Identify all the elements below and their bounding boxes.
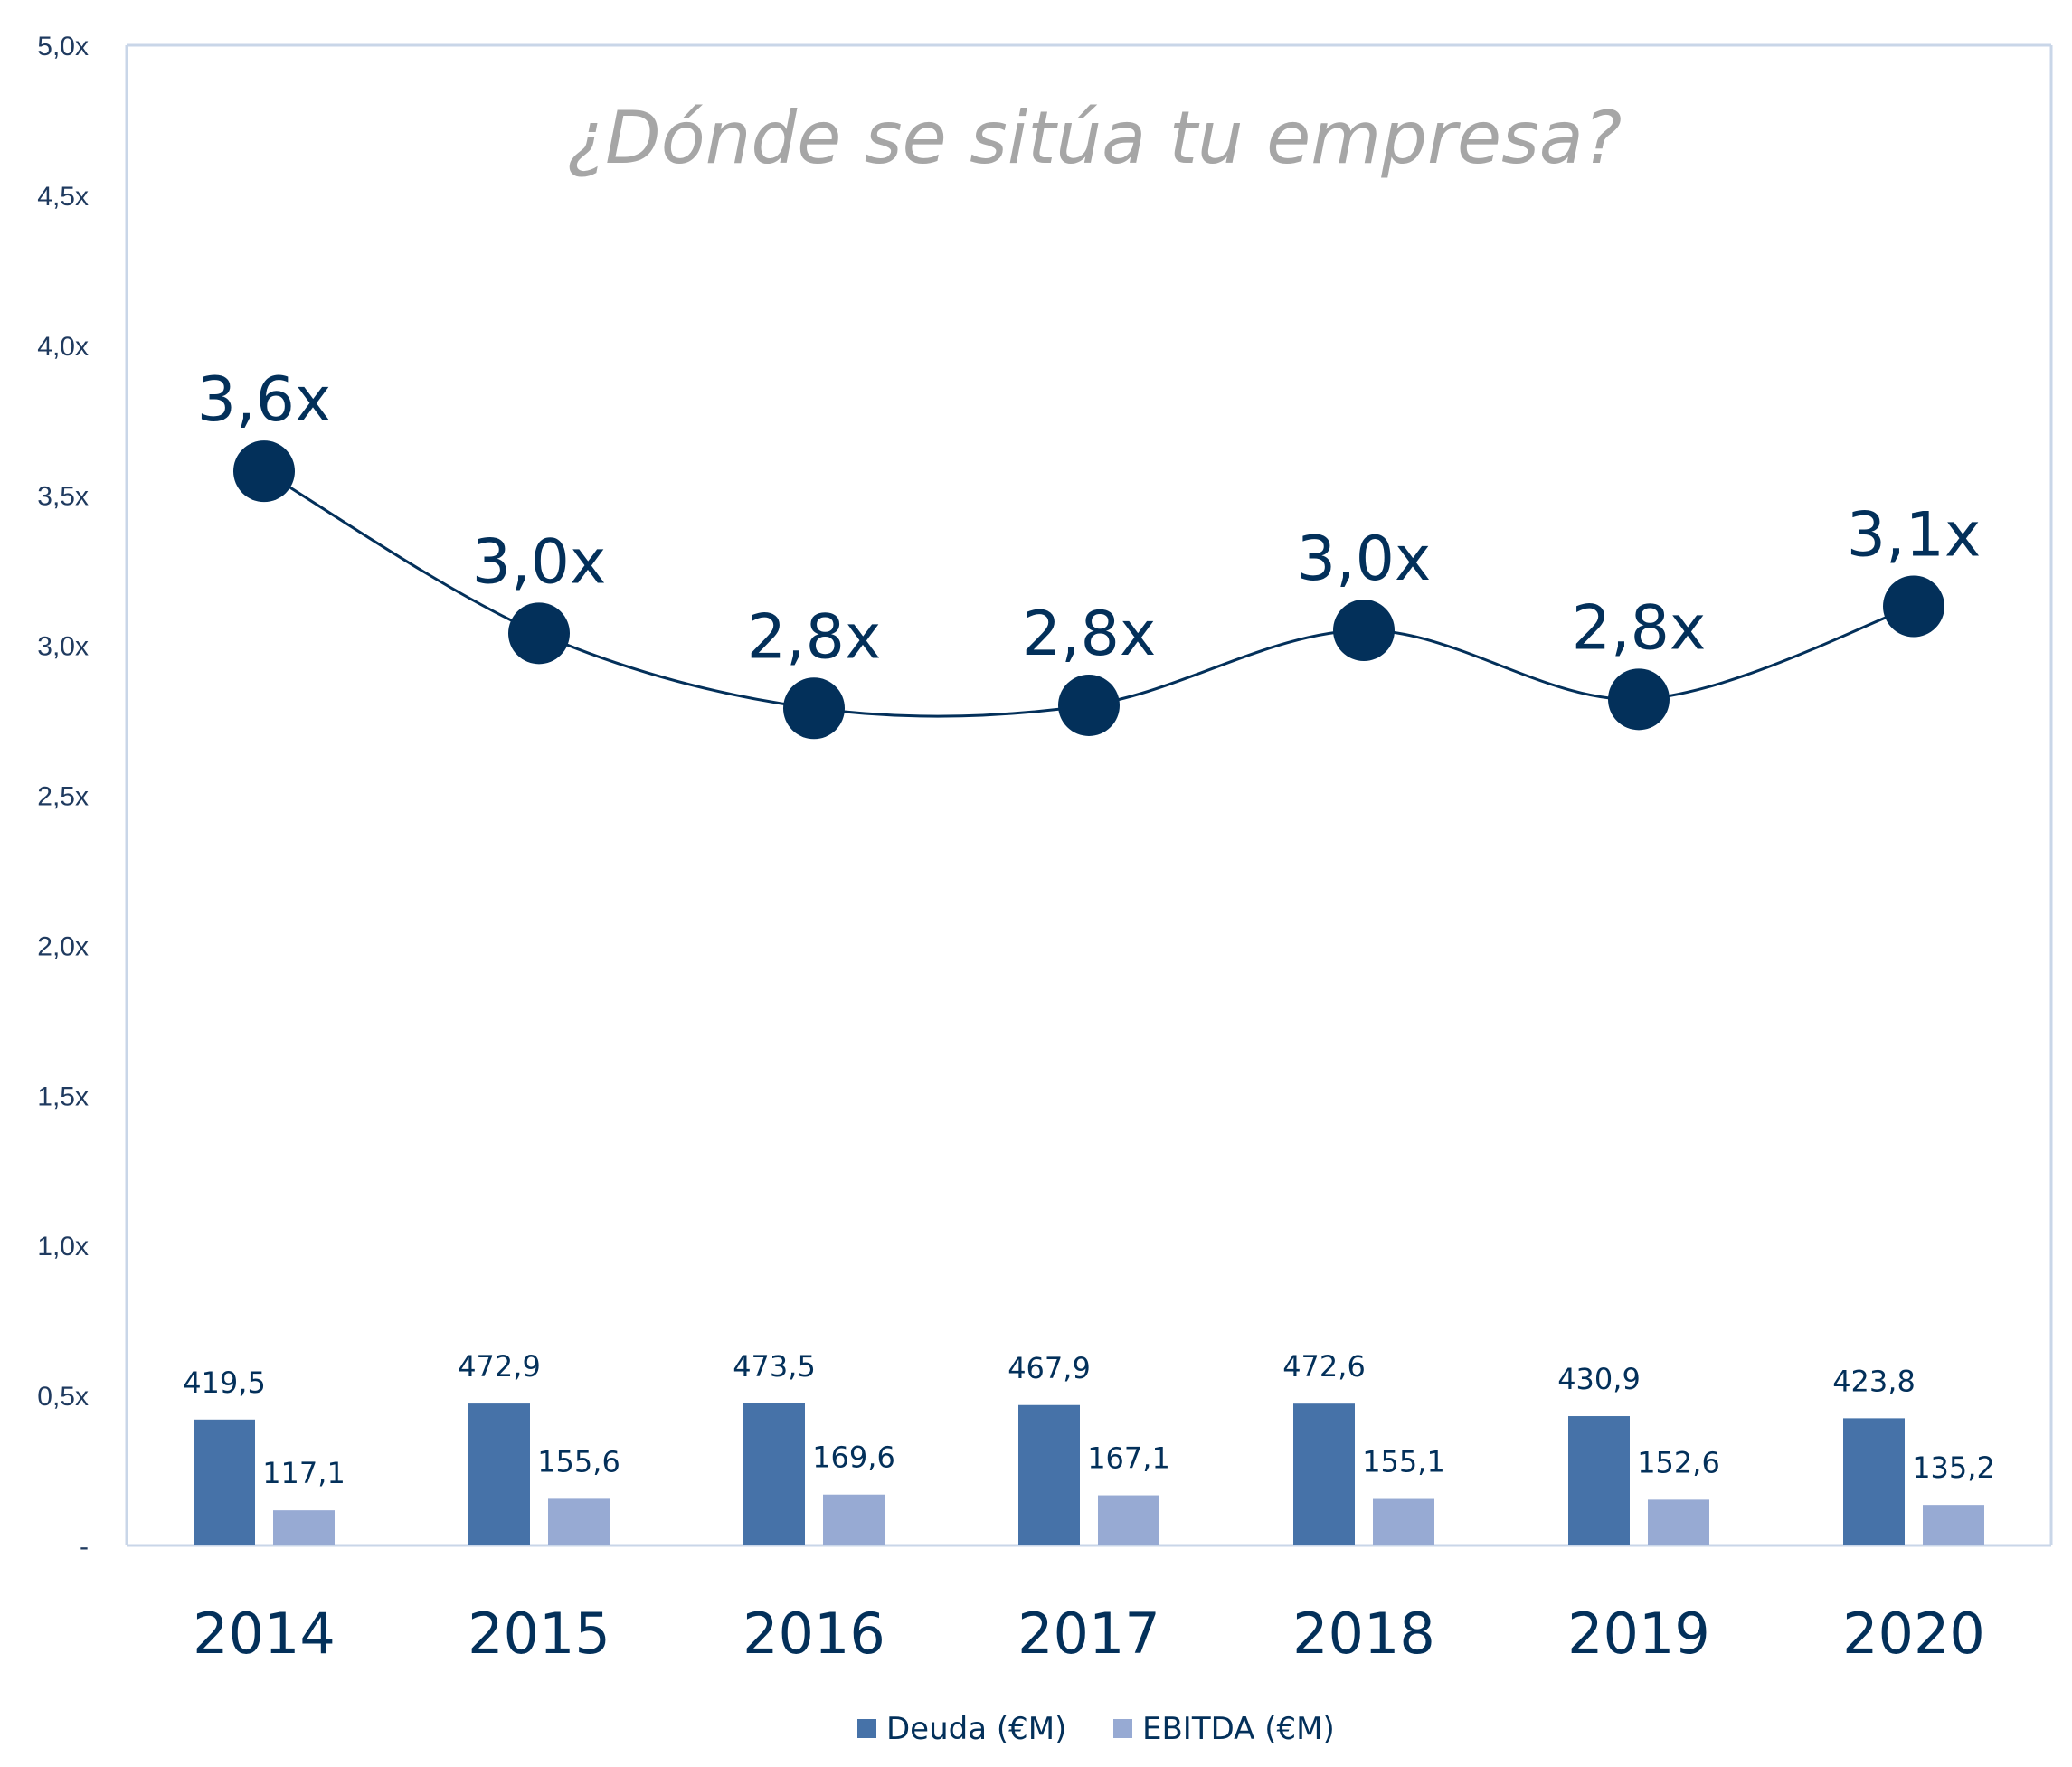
multiple-point-label: 3,0x — [472, 526, 606, 598]
deuda-bar — [1018, 1404, 1080, 1545]
ebitda-bar — [548, 1498, 610, 1545]
y-tick-label: 5,0x — [37, 32, 89, 61]
ebitda-bar — [273, 1510, 335, 1545]
bars: 419,5 472,9 473,5 467,9 472,6 430,9 423,8 117,1… — [183, 1349, 1995, 1545]
deuda-bar-label: 430,9 — [1557, 1362, 1641, 1396]
deuda-bar — [1843, 1418, 1905, 1545]
ebitda-bar-label: 169,6 — [812, 1441, 895, 1475]
x-tick-label: 2018 — [1292, 1601, 1435, 1667]
y-tick-label: - — [80, 1532, 89, 1562]
deuda-bar-label: 472,6 — [1282, 1349, 1366, 1384]
axes — [125, 43, 2053, 1547]
deuda-bar — [468, 1403, 530, 1545]
y-tick-label: 3,0x — [37, 632, 89, 662]
ebitda-bar-label: 155,6 — [537, 1444, 620, 1479]
ebitda-bar-label: 135,2 — [1912, 1450, 1995, 1485]
ebitda-bar — [1098, 1495, 1159, 1545]
y-tick-label: 2,0x — [37, 931, 89, 961]
ebitda-bar-label: 167,1 — [1087, 1441, 1170, 1476]
ebitda-bar — [1373, 1498, 1434, 1545]
multiple-point-label: 3,0x — [1297, 524, 1431, 595]
deuda-legend-label: Deuda (€M) — [886, 1711, 1066, 1747]
multiple-point — [508, 602, 570, 665]
deuda-bar-label: 467,9 — [1008, 1351, 1091, 1385]
multiple-point — [1608, 668, 1670, 731]
multiple-line: 3,6x 3,0x 2,8x 2,8x 3,0x 2,8x 3,1x — [197, 364, 1981, 740]
y-tick-label: 1,5x — [37, 1082, 89, 1111]
multiple-point-label: 3,6x — [197, 364, 331, 436]
deuda-bar-label: 472,9 — [458, 1349, 541, 1384]
deuda-bar — [194, 1419, 255, 1545]
x-tick-label: 2020 — [1842, 1601, 1985, 1667]
x-axis-ticks: 2014 2015 2016 2017 2018 2019 2020 — [193, 1601, 1985, 1667]
legend: Deuda (€M) EBITDA (€M) — [857, 1711, 1335, 1747]
y-tick-label: 2,5x — [37, 782, 89, 812]
multiple-point — [1883, 575, 1944, 638]
deuda-bar-label: 473,5 — [733, 1349, 816, 1384]
y-tick-label: 0,5x — [37, 1382, 89, 1412]
multiple-point — [783, 677, 845, 740]
ebitda-bar — [1923, 1505, 1984, 1545]
x-tick-label: 2017 — [1017, 1601, 1160, 1667]
deuda-bar-label: 423,8 — [1832, 1364, 1916, 1398]
y-tick-label: 4,5x — [37, 182, 89, 212]
ebitda-bar-label: 117,1 — [262, 1456, 345, 1490]
multiple-point-label: 2,8x — [747, 601, 881, 673]
deuda-legend-swatch — [857, 1719, 876, 1738]
deuda-bar — [1568, 1416, 1630, 1545]
ebitda-bar-label: 152,6 — [1637, 1445, 1720, 1479]
y-tick-label: 1,0x — [37, 1232, 89, 1261]
multiple-point — [233, 440, 295, 503]
multiple-point-label: 2,8x — [1572, 592, 1706, 664]
deuda-bar-label: 419,5 — [183, 1365, 266, 1400]
y-tick-label: 3,5x — [37, 482, 89, 512]
multiple-point — [1333, 600, 1395, 662]
ebitda-legend-label: EBITDA (€M) — [1142, 1711, 1335, 1747]
deuda-bar — [743, 1403, 805, 1545]
multiple-point-label: 3,1x — [1847, 499, 1981, 571]
x-tick-label: 2019 — [1567, 1601, 1710, 1667]
chart-title: ¿Dónde se sitúa tu empresa? — [567, 96, 1623, 180]
ebitda-bar — [823, 1494, 885, 1545]
ebitda-legend-swatch — [1113, 1719, 1132, 1738]
x-tick-label: 2015 — [468, 1601, 610, 1667]
deuda-bar — [1293, 1403, 1355, 1545]
multiple-point — [1058, 674, 1120, 736]
multiple-point-label: 2,8x — [1022, 599, 1156, 670]
ebitda-bar — [1648, 1499, 1709, 1545]
x-tick-label: 2016 — [743, 1601, 885, 1667]
ebitda-bar-label: 155,1 — [1362, 1445, 1445, 1479]
x-tick-label: 2014 — [193, 1601, 336, 1667]
y-tick-label: 4,0x — [37, 332, 89, 362]
y-axis-ticks: - 0,5x 1,0x 1,5x 2,0x 2,5x 3,0x 3,5x 4,0x 4,5x 5,0… — [37, 32, 89, 1562]
